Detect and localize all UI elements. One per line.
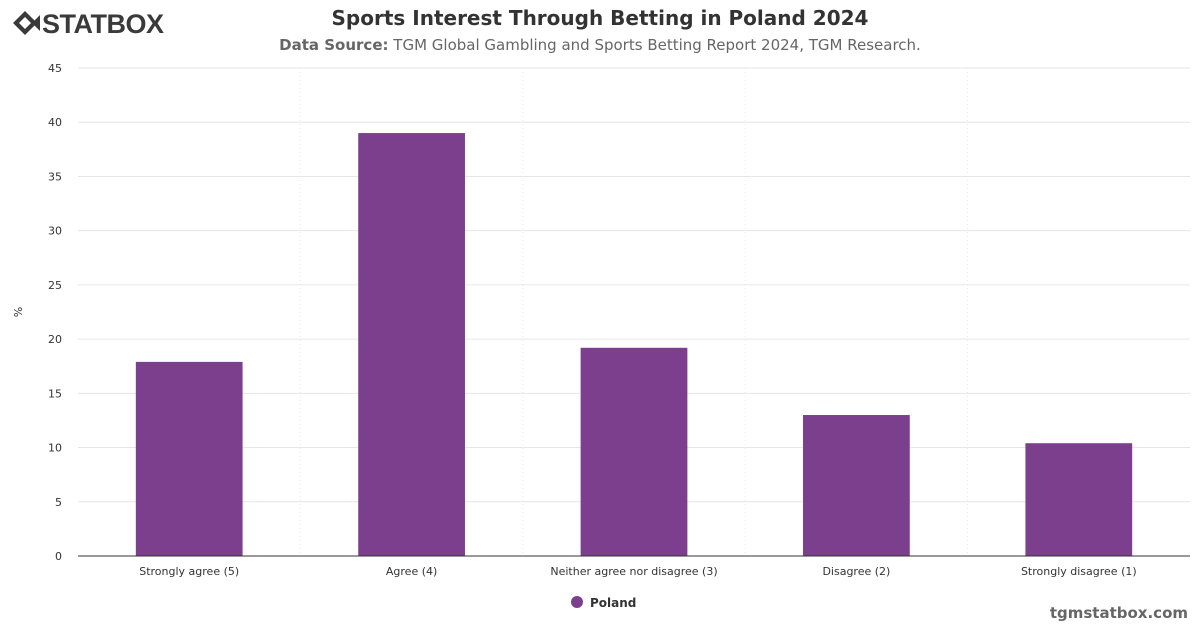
- x-tick-label: Strongly disagree (1): [1021, 565, 1137, 578]
- y-tick-label: 10: [48, 442, 62, 455]
- y-tick-label: 25: [48, 279, 62, 292]
- x-tick-label: Strongly agree (5): [139, 565, 239, 578]
- chart-title: Sports Interest Through Betting in Polan…: [331, 6, 869, 30]
- grid-lines: [78, 67, 1190, 556]
- y-tick-label: 0: [55, 550, 62, 563]
- y-tick-label: 35: [48, 170, 62, 183]
- bar[interactable]: [358, 133, 465, 557]
- y-tick-label: 40: [48, 116, 62, 129]
- legend-marker-poland: [571, 596, 583, 608]
- x-tick-label: Disagree (2): [822, 565, 890, 578]
- x-tick-label: Agree (4): [386, 565, 437, 578]
- bar[interactable]: [135, 361, 243, 556]
- y-tick-label: 45: [48, 62, 62, 75]
- legend-label-poland: Poland: [590, 596, 636, 610]
- x-axis-ticks: Strongly agree (5) Agree (4) Neither agree…: [139, 565, 1136, 578]
- y-tick-label: 30: [48, 225, 62, 238]
- legend[interactable]: Poland: [571, 596, 636, 610]
- logo-text: STATBOX: [42, 9, 164, 39]
- x-tick-label: Neither agree nor disagree (3): [550, 565, 717, 578]
- statbox-logo-graphic: STATBOX: [13, 9, 164, 39]
- data-source-label: Data Source:: [279, 36, 389, 54]
- footer-url[interactable]: tgmstatbox.com: [1049, 604, 1188, 622]
- y-tick-label: 20: [48, 333, 62, 346]
- y-axis-ticks: 0 5 10 15 20 25 30 35 40 45: [48, 62, 62, 563]
- statbox-logo[interactable]: STATBOX: [10, 6, 180, 40]
- chart-subtitle: Data Source: TGM Global Gambling and Spo…: [0, 36, 1200, 54]
- bars: [135, 133, 1133, 557]
- y-axis-title: %: [12, 307, 25, 317]
- bar[interactable]: [803, 415, 910, 556]
- bar[interactable]: [580, 347, 688, 556]
- data-source-text: TGM Global Gambling and Sports Betting R…: [393, 36, 921, 54]
- y-tick-label: 5: [55, 496, 62, 509]
- bar[interactable]: [1025, 443, 1133, 556]
- y-tick-label: 15: [48, 387, 62, 400]
